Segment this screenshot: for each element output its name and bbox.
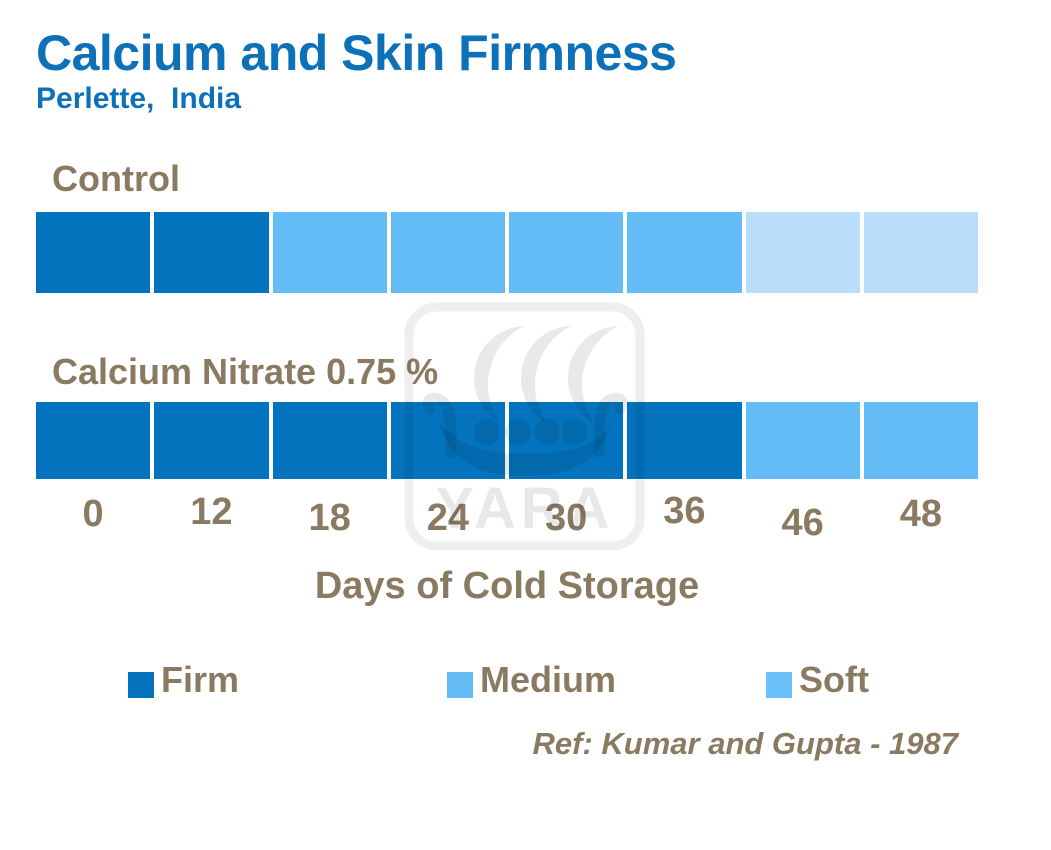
bar-strip-calcium-nitrate bbox=[36, 402, 978, 479]
segment-soft bbox=[745, 212, 860, 293]
legend-item-firm: Firm bbox=[128, 658, 239, 701]
bar-strip-control bbox=[36, 212, 978, 293]
series-label-calcium-nitrate: Calcium Nitrate 0.75 % bbox=[52, 351, 439, 392]
legend-label: Firm bbox=[161, 659, 240, 700]
legend: Firm Medium Soft bbox=[0, 658, 1051, 708]
x-tick-36: 36 bbox=[663, 490, 706, 532]
segment-firm bbox=[154, 212, 269, 293]
x-tick-46: 46 bbox=[781, 502, 824, 544]
page-title: Calcium and Skin Firmness bbox=[36, 25, 677, 81]
segment-medium bbox=[272, 212, 387, 293]
x-tick-0: 0 bbox=[82, 493, 104, 535]
segment-firm bbox=[272, 402, 387, 479]
x-tick-24: 24 bbox=[426, 497, 470, 539]
segment-medium bbox=[863, 402, 978, 479]
page-subtitle: Perlette, India bbox=[36, 82, 242, 115]
legend-swatch-medium bbox=[447, 672, 473, 698]
segment-soft bbox=[863, 212, 978, 293]
series-label-control: Control bbox=[52, 158, 180, 199]
segment-medium bbox=[745, 402, 860, 479]
reference-text: Ref: Kumar and Gupta - 1987 bbox=[532, 726, 958, 761]
segment-firm bbox=[36, 402, 151, 479]
legend-swatch-firm bbox=[128, 672, 154, 698]
segment-firm bbox=[627, 402, 742, 479]
segment-firm bbox=[509, 402, 624, 479]
legend-item-soft: Soft bbox=[766, 658, 869, 701]
x-axis-ticks: 0 12 18 24 30 36 46 48 bbox=[36, 490, 978, 544]
x-tick-48: 48 bbox=[899, 493, 943, 535]
segment-firm bbox=[154, 402, 269, 479]
segment-medium bbox=[627, 212, 742, 293]
x-tick-18: 18 bbox=[308, 497, 351, 539]
segment-firm bbox=[390, 402, 505, 479]
legend-swatch-soft bbox=[766, 672, 792, 698]
segment-firm bbox=[36, 212, 151, 293]
x-tick-30: 30 bbox=[544, 497, 588, 539]
legend-label: Medium bbox=[480, 659, 617, 700]
legend-label: Soft bbox=[799, 659, 869, 700]
x-axis-title: Days of Cold Storage bbox=[314, 565, 700, 607]
x-tick-12: 12 bbox=[190, 491, 233, 533]
legend-item-medium: Medium bbox=[447, 658, 616, 701]
segment-medium bbox=[390, 212, 505, 293]
segment-medium bbox=[509, 212, 624, 293]
